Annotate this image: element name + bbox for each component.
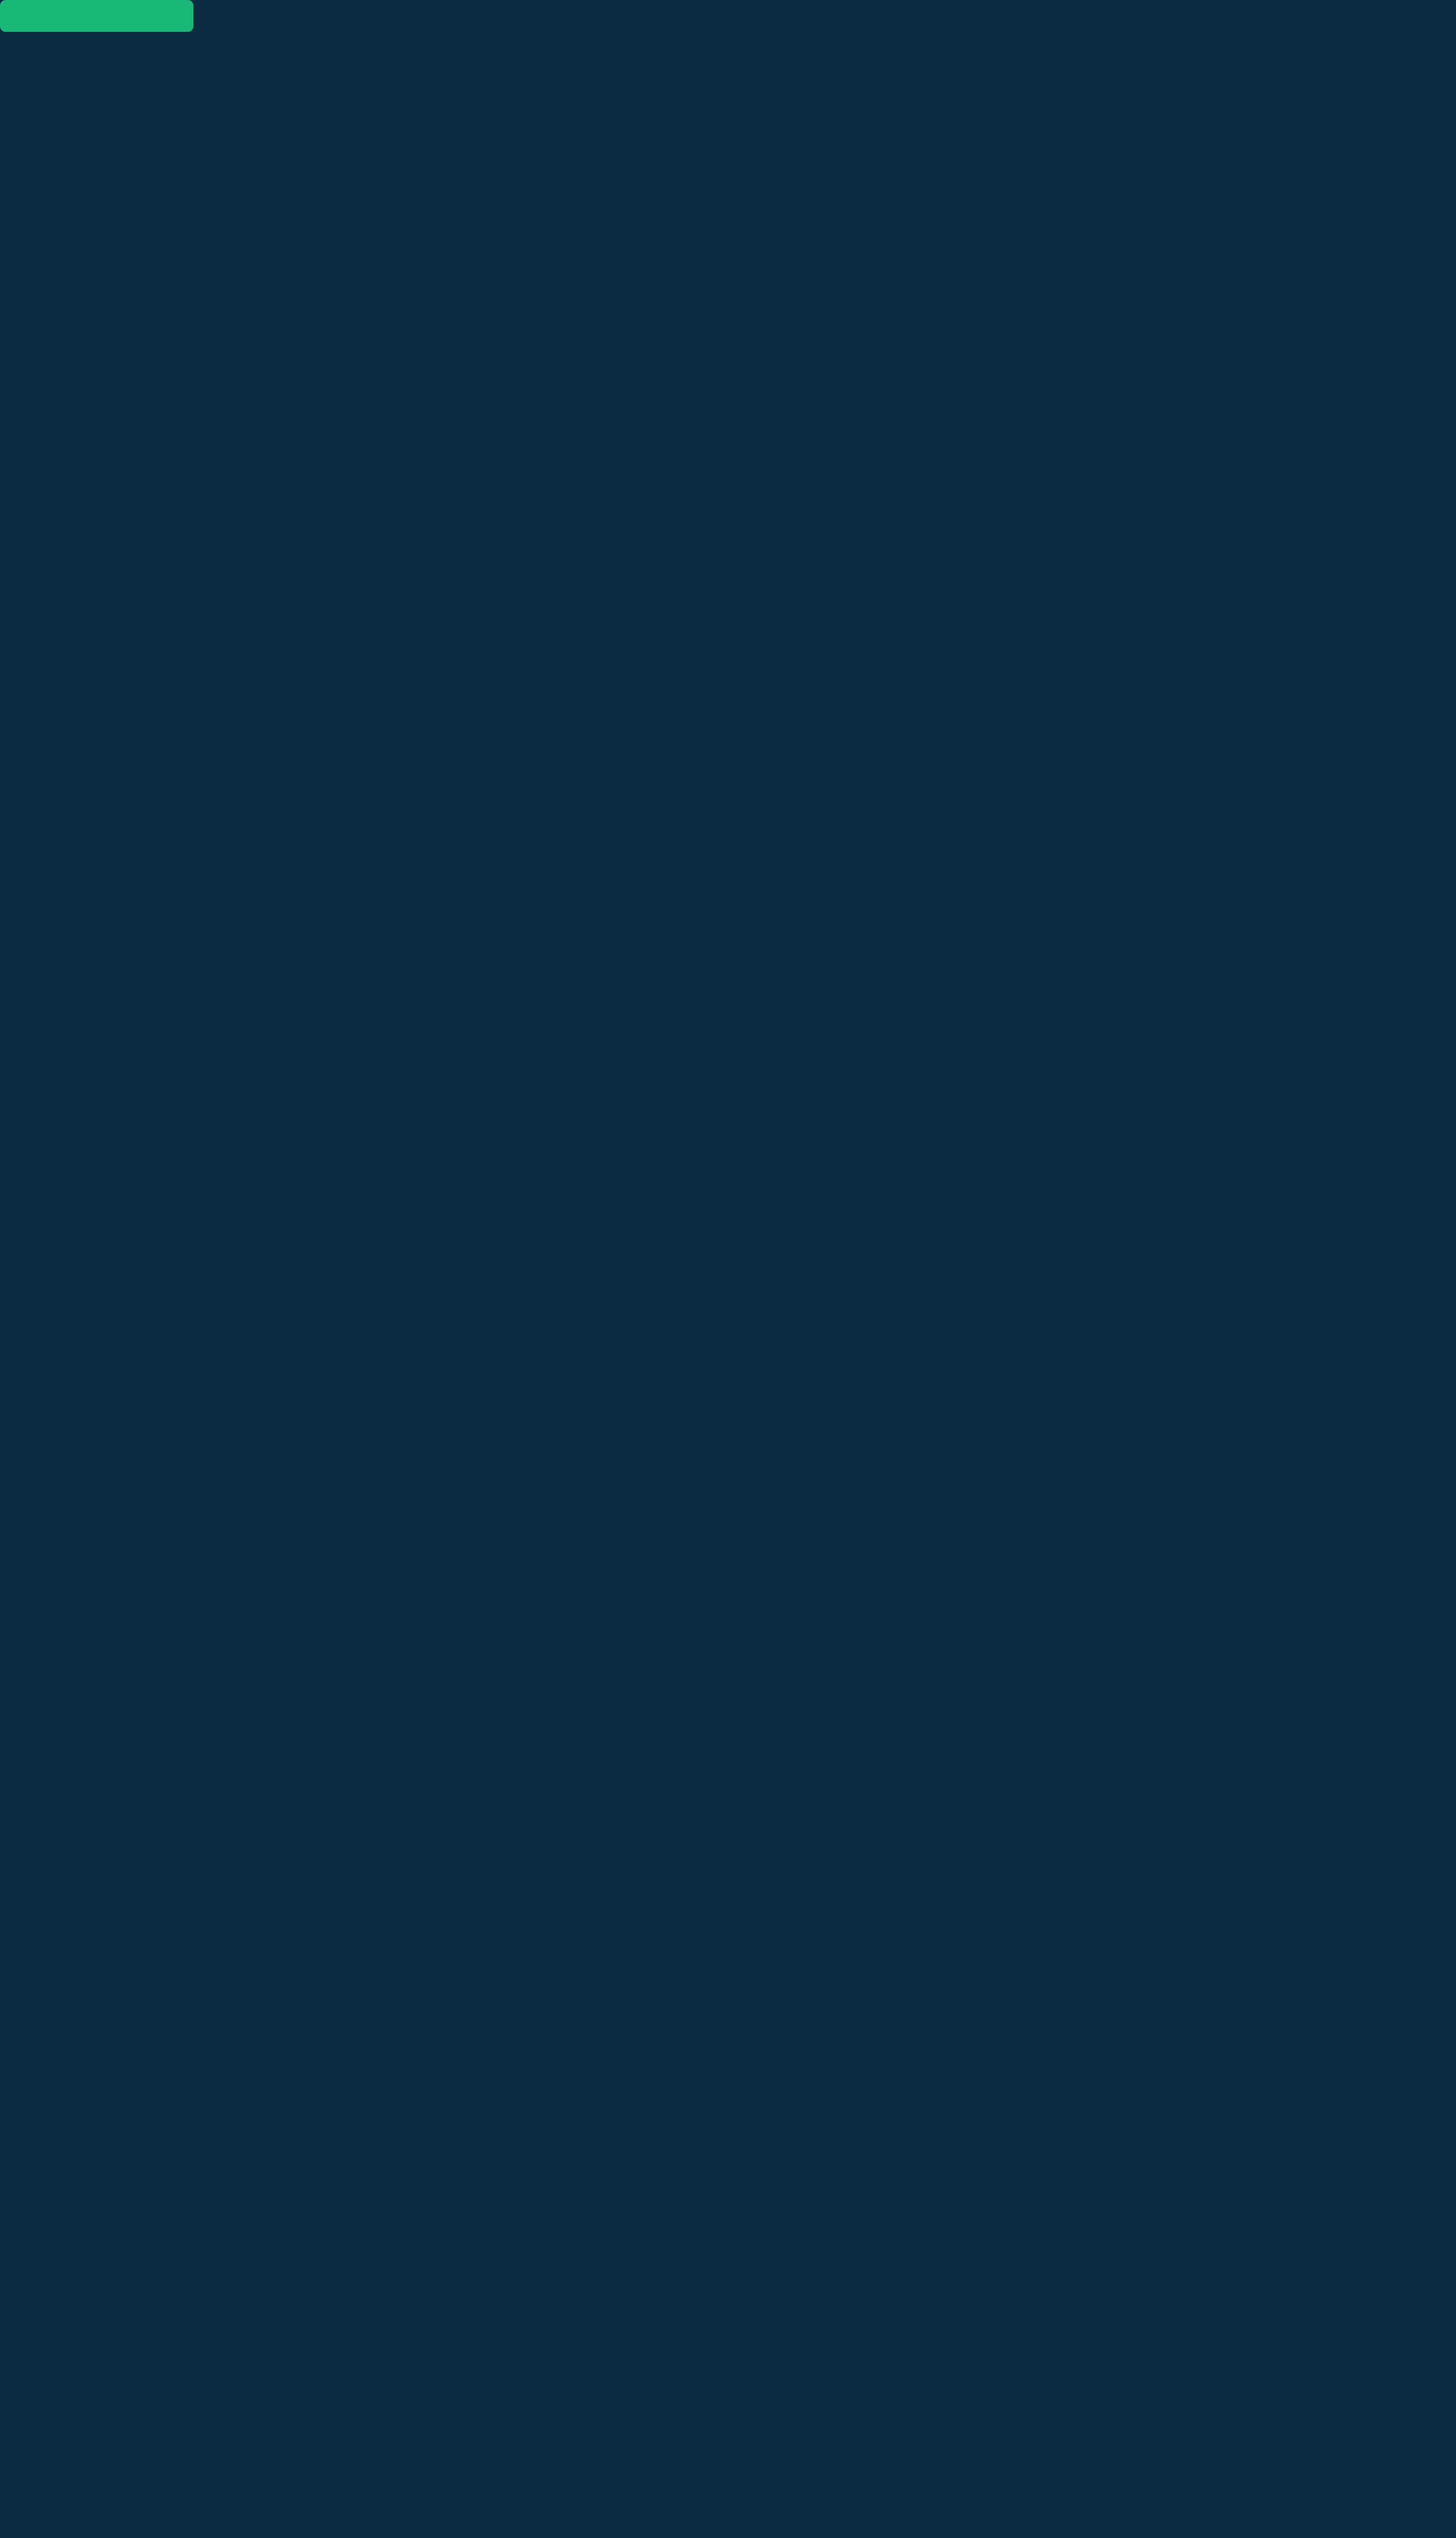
root-node (0, 0, 193, 32)
connector-layer (0, 0, 1456, 2538)
